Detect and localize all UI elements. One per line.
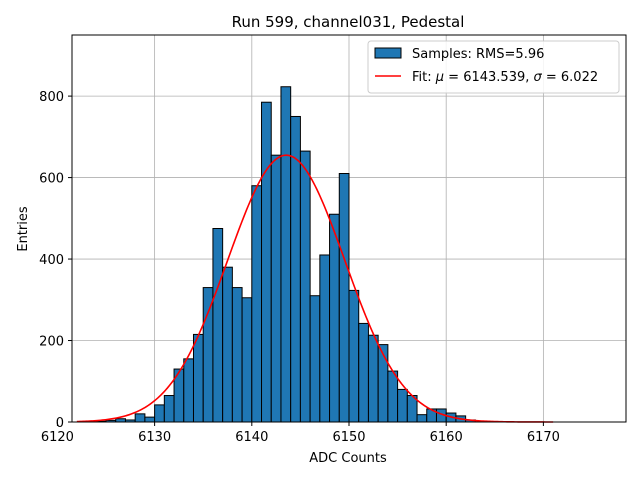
histogram-bar — [309, 295, 321, 423]
x-axis-ticks: 6120 6130 6140 6150 6160 6170 — [41, 422, 560, 445]
histogram-bar — [212, 228, 224, 423]
histogram-bar — [251, 185, 263, 423]
y-tick-label: 0 — [56, 416, 64, 431]
x-tick-label: 6130 — [138, 430, 171, 445]
fit-curve-layer — [76, 154, 554, 423]
histogram-bar — [270, 154, 282, 423]
histogram-bar — [358, 322, 369, 423]
y-axis-label: Entries — [16, 206, 31, 252]
y-axis-ticks: 0 200 400 600 800 — [39, 90, 72, 431]
histogram-bar — [348, 289, 360, 423]
x-tick-label: 6160 — [430, 430, 463, 445]
legend-fit-prefix: Fit: — [412, 70, 436, 85]
histogram-bar — [338, 173, 350, 423]
histogram-bar — [134, 413, 146, 423]
histogram-bar — [299, 150, 311, 423]
y-tick-label: 800 — [39, 90, 64, 105]
histogram-bar — [329, 213, 340, 423]
histogram-bar — [367, 334, 379, 423]
histogram-bar — [261, 101, 272, 423]
legend-samples-label: Samples: RMS=5.96 — [412, 47, 544, 62]
histogram-bar — [377, 344, 389, 423]
x-tick-label: 6140 — [235, 430, 268, 445]
legend-samples-swatch — [374, 47, 402, 59]
x-tick-label: 6120 — [41, 430, 74, 445]
legend: Samples: RMS=5.96 Fit: μ = 6143.539, σ =… — [367, 40, 620, 94]
histogram-bar — [280, 86, 292, 423]
histogram-bar — [319, 254, 331, 423]
legend-sigma-symbol: σ — [534, 70, 543, 85]
histogram-bar — [222, 266, 233, 423]
histogram-bar — [163, 395, 175, 423]
fit-curve — [76, 154, 554, 423]
y-tick-label: 200 — [39, 335, 64, 350]
chart-title: Run 599, channel031, Pedestal — [232, 13, 465, 31]
histogram-bar — [202, 287, 214, 423]
histogram-bars — [95, 86, 476, 423]
histogram-bar — [183, 358, 194, 423]
histogram-bar — [241, 297, 253, 423]
histogram-bar — [416, 414, 428, 423]
x-axis-label: ADC Counts — [309, 451, 387, 466]
y-tick-label: 600 — [39, 172, 64, 187]
legend-sigma-value: = 6.022 — [542, 70, 598, 85]
histogram-bar — [144, 416, 156, 423]
x-tick-label: 6170 — [527, 430, 560, 445]
legend-mu-symbol: μ — [435, 70, 444, 85]
histogram-bar — [387, 370, 399, 423]
histogram-bar — [231, 287, 243, 423]
histogram-bar — [397, 388, 408, 423]
legend-fit-label: Fit: μ = 6143.539, σ = 6.022 — [412, 70, 598, 85]
x-tick-label: 6150 — [332, 430, 365, 445]
y-tick-label: 400 — [39, 253, 64, 268]
histogram-bar — [154, 404, 165, 423]
histogram-bar — [192, 333, 204, 423]
legend-mu-value: = 6143.539, — [444, 70, 533, 85]
legend-box — [367, 40, 620, 94]
